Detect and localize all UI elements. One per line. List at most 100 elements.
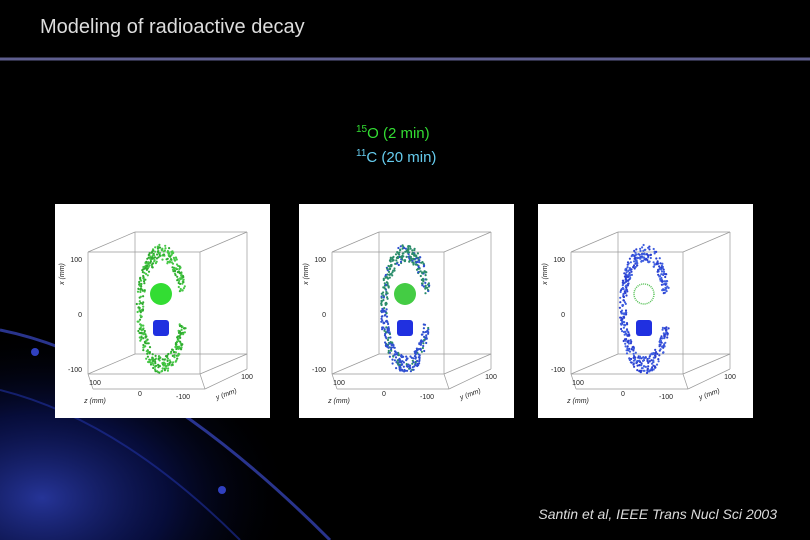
decay-point bbox=[139, 290, 142, 294]
decay-point bbox=[383, 329, 386, 332]
decay-point bbox=[653, 263, 656, 266]
box-edge bbox=[682, 353, 731, 375]
decay-point bbox=[626, 345, 629, 348]
decay-point bbox=[638, 357, 642, 360]
decay-point bbox=[425, 334, 428, 337]
decay-point bbox=[166, 257, 169, 260]
decay-point bbox=[174, 256, 177, 259]
decay-point bbox=[415, 254, 418, 257]
decay-point bbox=[408, 257, 411, 260]
citation: Santin et al, IEEE Trans Nucl Sci 2003 bbox=[538, 506, 777, 522]
decay-point bbox=[380, 320, 383, 323]
tick-label: -100 bbox=[312, 367, 326, 374]
decay-point bbox=[418, 360, 421, 363]
decay-point bbox=[635, 248, 638, 251]
decay-point bbox=[648, 360, 651, 363]
tick-label: 100 bbox=[572, 380, 584, 387]
decay-point bbox=[625, 286, 628, 289]
decay-point bbox=[386, 338, 390, 342]
decay-point bbox=[155, 364, 158, 367]
decay-point bbox=[619, 322, 622, 325]
decay-point bbox=[630, 361, 633, 364]
decay-point bbox=[626, 284, 629, 287]
decay-point bbox=[387, 349, 390, 352]
decay-point bbox=[382, 278, 385, 282]
decay-point bbox=[394, 262, 397, 265]
decay-point bbox=[422, 344, 425, 348]
decay-point bbox=[425, 341, 428, 345]
decay-point bbox=[158, 243, 161, 246]
decay-point bbox=[138, 306, 141, 310]
box-edge bbox=[199, 231, 248, 253]
decay-point bbox=[625, 275, 628, 278]
decay-point bbox=[380, 317, 383, 320]
decay-point bbox=[393, 353, 396, 356]
decay-point bbox=[154, 368, 157, 371]
decay-point bbox=[136, 310, 139, 314]
decay-point bbox=[151, 266, 154, 269]
decay-point bbox=[397, 320, 413, 336]
decay-point bbox=[145, 339, 148, 342]
tick-label: 100 bbox=[70, 257, 82, 264]
decay-point bbox=[147, 342, 150, 345]
decay-point bbox=[661, 326, 664, 329]
decay-point bbox=[642, 259, 645, 262]
decay-point bbox=[384, 344, 387, 347]
decay-point bbox=[155, 260, 158, 263]
tick-label: -100 bbox=[68, 367, 82, 374]
decay-point bbox=[154, 370, 157, 373]
decay-point bbox=[665, 287, 668, 290]
decay-point bbox=[418, 259, 421, 262]
decay-point bbox=[147, 253, 150, 257]
decay-point bbox=[386, 267, 389, 270]
decay-point bbox=[663, 335, 666, 338]
decay-point bbox=[643, 253, 646, 256]
decay-point bbox=[143, 341, 147, 344]
decay-point bbox=[643, 356, 646, 360]
decay-point bbox=[629, 261, 632, 264]
decay-point bbox=[381, 328, 384, 331]
decay-point bbox=[394, 356, 398, 359]
tick-label: 0 bbox=[138, 391, 142, 398]
decay-point bbox=[388, 276, 391, 279]
decay-point bbox=[409, 355, 412, 358]
decay-point bbox=[392, 355, 395, 358]
decay-point bbox=[182, 275, 185, 279]
decay-point bbox=[395, 352, 399, 356]
decay-point bbox=[384, 320, 388, 323]
decay-point bbox=[164, 367, 168, 370]
decay-point bbox=[139, 339, 142, 342]
decay-point bbox=[624, 345, 627, 348]
decay-point bbox=[142, 268, 145, 271]
decay-point bbox=[398, 357, 401, 360]
decay-point bbox=[625, 294, 628, 297]
decay-point bbox=[137, 287, 140, 290]
decay-point bbox=[153, 320, 169, 336]
decay-point bbox=[658, 265, 661, 268]
decay-point bbox=[167, 367, 170, 370]
decay-point bbox=[158, 246, 162, 249]
decay-point bbox=[661, 280, 664, 283]
decay-point bbox=[628, 257, 631, 260]
decay-point bbox=[411, 249, 414, 252]
decay-point bbox=[419, 343, 422, 346]
decay-point bbox=[167, 250, 170, 253]
decay-point bbox=[660, 270, 664, 273]
decay-point bbox=[632, 352, 635, 355]
decay-point bbox=[626, 266, 629, 269]
decay-point bbox=[620, 312, 623, 315]
decay-point bbox=[154, 250, 157, 253]
decay-point bbox=[645, 371, 649, 375]
decay-point bbox=[153, 256, 157, 259]
decay-point bbox=[143, 271, 146, 274]
tick-label: 0 bbox=[322, 312, 326, 319]
decay-point bbox=[397, 354, 400, 357]
decay-point bbox=[385, 337, 388, 340]
decay-point bbox=[420, 350, 423, 353]
decay-point bbox=[620, 309, 624, 312]
decay-point bbox=[147, 261, 150, 264]
decay-point bbox=[395, 367, 398, 370]
decay-point bbox=[422, 262, 425, 265]
decay-point bbox=[407, 245, 411, 248]
